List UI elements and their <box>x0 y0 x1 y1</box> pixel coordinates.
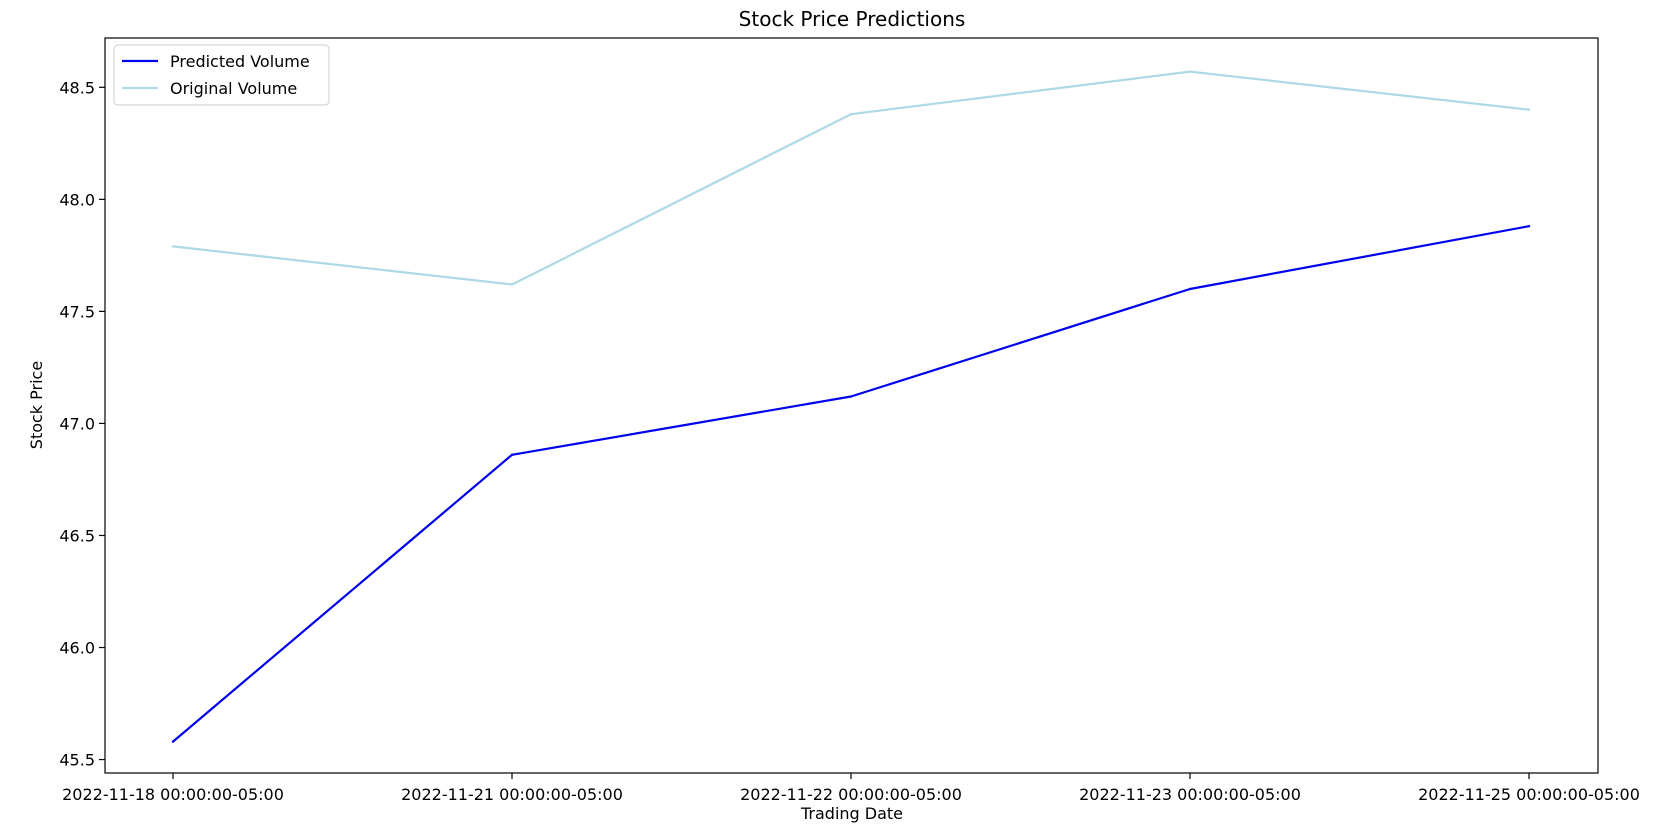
y-tick-label: 47.5 <box>59 302 95 321</box>
x-tick-label: 2022-11-25 00:00:00-05:00 <box>1418 785 1640 804</box>
x-tick-label: 2022-11-18 00:00:00-05:00 <box>62 785 284 804</box>
data-point-original-volume <box>849 112 853 116</box>
y-axis-label: Stock Price <box>27 361 46 449</box>
y-axis: 45.5 46.0 46.5 47.0 47.5 48.0 48.5 <box>59 78 105 770</box>
y-tick-label: 48.5 <box>59 78 95 97</box>
x-tick-label: 2022-11-23 00:00:00-05:00 <box>1079 785 1301 804</box>
y-tick-label: 45.5 <box>59 751 95 770</box>
y-tick-label: 46.5 <box>59 526 95 545</box>
data-point-original-volume <box>1188 70 1192 73</box>
y-tick-label: 48.0 <box>59 190 95 209</box>
data-point-predicted-volume <box>510 453 514 456</box>
chart-title: Stock Price Predictions <box>739 7 966 31</box>
data-point-predicted-volume <box>1527 225 1531 228</box>
y-tick-label: 46.0 <box>59 639 95 658</box>
legend-entry-label: Predicted Volume <box>170 52 310 71</box>
y-tick-label: 47.0 <box>59 414 95 433</box>
data-point-predicted-volume <box>849 395 853 398</box>
series-line-original-volume <box>172 70 1530 286</box>
legend-entry-label: Original Volume <box>170 79 297 98</box>
x-axis-label: Trading Date <box>800 804 903 823</box>
plot-area-frame <box>104 37 1599 774</box>
series-line-predicted-volume <box>172 225 1530 743</box>
x-tick-label: 2022-11-21 00:00:00-05:00 <box>401 785 623 804</box>
data-point-original-volume <box>1527 108 1531 111</box>
data-point-predicted-volume <box>1188 287 1192 291</box>
x-tick-label: 2022-11-22 00:00:00-05:00 <box>740 785 962 804</box>
data-point-original-volume <box>171 245 175 248</box>
legend-box <box>113 44 330 106</box>
legend: Predicted Volume Original Volume <box>113 44 330 106</box>
data-point-predicted-volume <box>171 740 175 743</box>
x-axis: 2022-11-18 00:00:00-05:00 2022-11-21 00:0… <box>62 773 1640 804</box>
data-point-original-volume <box>510 283 514 286</box>
series-layer <box>171 70 1531 743</box>
